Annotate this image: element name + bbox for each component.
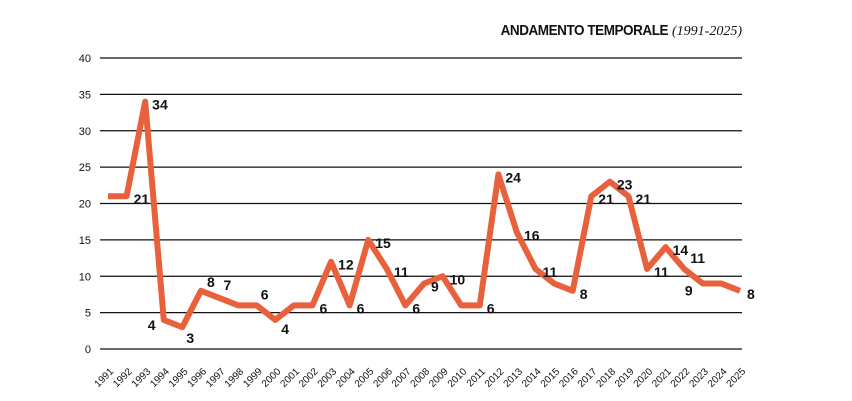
data-label: 11 — [654, 264, 669, 280]
data-label: 8 — [207, 274, 215, 290]
x-tick-label: 2007 — [390, 366, 414, 390]
x-tick-label: 1998 — [223, 366, 247, 390]
x-tick-label: 1999 — [241, 366, 265, 390]
x-tick-label: 2005 — [353, 366, 377, 390]
x-tick-label: 1992 — [111, 366, 135, 390]
x-tick-label: 2011 — [465, 366, 488, 389]
y-tick-label: 15 — [79, 235, 91, 247]
x-tick-label: 2013 — [502, 366, 526, 390]
x-tick-label: 2004 — [334, 366, 358, 390]
data-label: 14 — [673, 242, 689, 258]
data-label: 10 — [450, 271, 466, 287]
data-label: 15 — [375, 235, 391, 251]
data-label: 6 — [412, 300, 420, 316]
x-tick-label: 2016 — [557, 366, 581, 390]
x-tick-label: 1993 — [130, 366, 154, 390]
x-tick-label: 2019 — [613, 366, 637, 390]
x-tick-label: 2021 — [650, 366, 674, 390]
data-label: 21 — [598, 191, 614, 207]
y-tick-label: 25 — [79, 162, 91, 174]
x-tick-label: 2012 — [483, 366, 507, 390]
chart-title: ANDAMENTO TEMPORALE (1991-2025) — [482, 22, 742, 40]
data-line — [108, 98, 742, 331]
data-label: 4 — [148, 317, 156, 333]
y-tick-label: 0 — [85, 344, 91, 356]
x-tick-label: 2003 — [316, 366, 340, 390]
data-label: 34 — [152, 97, 168, 113]
x-tick-label: 2009 — [427, 366, 451, 390]
y-tick-label: 35 — [79, 89, 91, 101]
data-label: 9 — [431, 279, 439, 295]
data-label: 21 — [134, 191, 150, 207]
x-tick-label: 2024 — [706, 366, 730, 390]
y-tick-label: 5 — [85, 308, 91, 320]
data-label: 11 — [394, 264, 409, 280]
x-tick-label: 2022 — [669, 366, 693, 390]
data-label: 6 — [487, 300, 495, 316]
x-tick-label: 1991 — [93, 366, 117, 390]
data-label: 24 — [505, 169, 521, 185]
y-tick-label: 20 — [79, 199, 91, 211]
x-tick-label: 2000 — [260, 366, 284, 390]
x-tick-label: 2008 — [409, 366, 433, 390]
x-tick-label: 2017 — [576, 366, 600, 390]
title-subtitle: (1991-2025) — [672, 24, 742, 39]
x-tick-label: 2010 — [446, 366, 470, 390]
x-tick-label: 1996 — [186, 366, 210, 390]
x-tick-label: 2023 — [687, 366, 711, 390]
y-tick-label: 40 — [79, 53, 91, 65]
data-label: 16 — [524, 228, 540, 244]
data-label: 8 — [747, 286, 755, 302]
data-label: 23 — [617, 177, 633, 193]
data-label: 7 — [224, 277, 232, 293]
data-label: 3 — [186, 330, 194, 346]
x-tick-label: 2014 — [520, 366, 544, 390]
x-tick-label: 1994 — [148, 366, 172, 390]
x-tick-label: 2020 — [632, 366, 656, 390]
data-label: 6 — [319, 300, 327, 316]
x-tick-label: 2001 — [278, 366, 302, 390]
data-label: 11 — [690, 250, 705, 266]
y-tick-label: 10 — [79, 271, 91, 283]
x-tick-label: 2025 — [725, 366, 749, 390]
data-label: 8 — [580, 286, 588, 302]
x-tick-label: 2015 — [539, 366, 563, 390]
data-label: 21 — [635, 191, 651, 207]
data-label: 6 — [261, 286, 269, 302]
x-tick-label: 2002 — [297, 366, 321, 390]
data-label: 12 — [338, 257, 354, 273]
data-label: 11 — [543, 264, 558, 280]
x-tick-label: 1997 — [204, 366, 228, 390]
data-label: 4 — [281, 321, 289, 337]
x-tick-label: 2006 — [371, 366, 395, 390]
x-tick-label: 2018 — [594, 366, 618, 390]
title-main: ANDAMENTO TEMPORALE — [500, 22, 668, 39]
data-label: 9 — [685, 283, 693, 299]
data-label: 6 — [357, 300, 365, 316]
y-tick-label: 30 — [79, 126, 91, 138]
x-tick-label: 1995 — [167, 366, 191, 390]
